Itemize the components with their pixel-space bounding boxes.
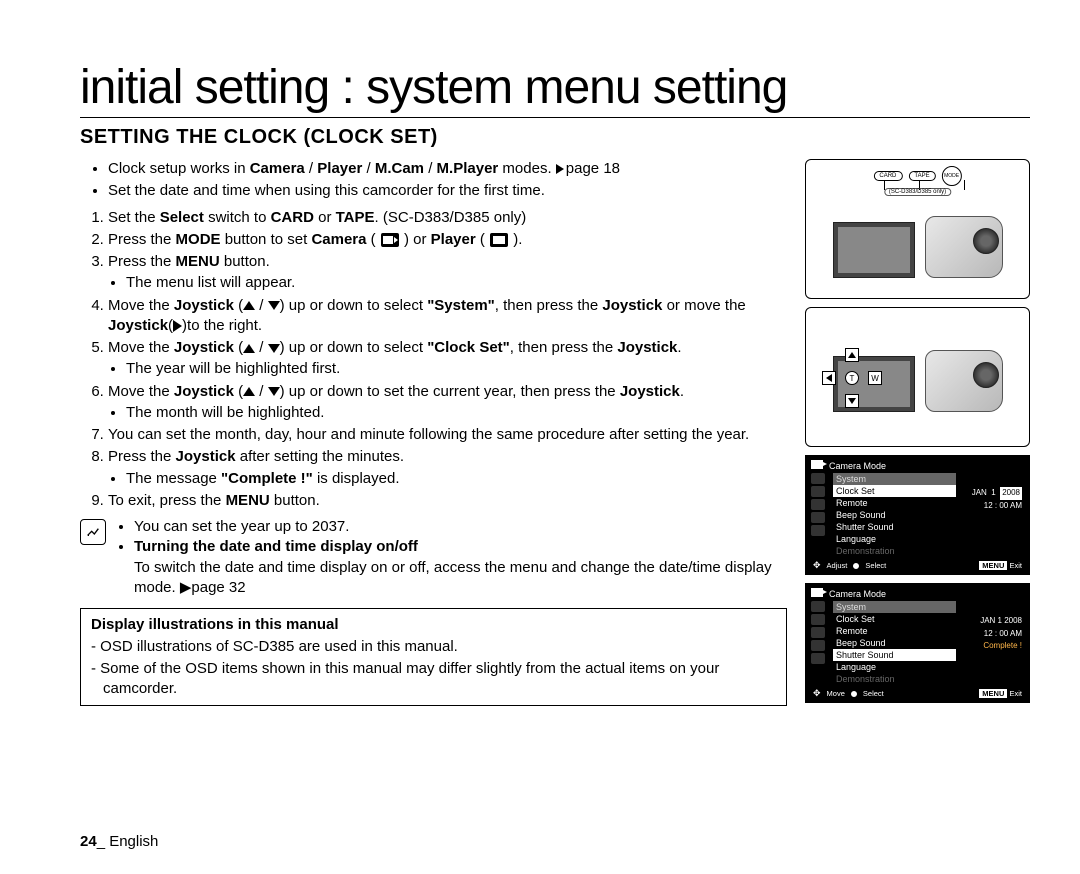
joystick-center-icon: T	[845, 371, 859, 385]
triangle-right-icon	[173, 320, 182, 332]
note-body: You can set the year up to 2037. Turning…	[114, 517, 787, 598]
step-7: You can set the month, day, hour and min…	[108, 425, 787, 445]
page-footer: 24_ English	[80, 833, 158, 850]
triangle-down-icon	[268, 387, 280, 396]
triangle-up-icon	[243, 301, 255, 310]
osd-icon-column	[811, 601, 829, 685]
step-6: Move the Joystick ( / ) up or down to se…	[108, 382, 787, 424]
osd-row-selected: Clock Set	[833, 485, 956, 497]
move-icon: ✥	[813, 560, 821, 571]
note-1: You can set the year up to 2037.	[134, 517, 787, 537]
step-2: Press the MODE button to set Camera ( ) …	[108, 230, 787, 250]
menu-pill: MENU	[979, 561, 1007, 570]
arrow-right-icon	[556, 164, 564, 174]
osd-icon-column	[811, 473, 829, 557]
osd-list: System Clock Set Remote Beep Sound Shutt…	[833, 601, 956, 685]
osd-footer: ✥Move Select MENU Exit	[811, 688, 1024, 699]
osd-row: Language	[833, 533, 956, 545]
osd-row-selected: Shutter Sound	[833, 649, 956, 661]
joystick-right-icon: W	[868, 371, 882, 385]
steps-list: Set the Select switch to CARD or TAPE. (…	[80, 208, 787, 512]
page-title: initial setting : system menu setting	[80, 60, 1030, 118]
tape-label: TAPE	[908, 171, 935, 181]
osd-title: Camera Mode	[829, 461, 1024, 471]
display-box-heading: Display illustrations in this manual	[91, 615, 776, 635]
step-3: Press the MENU button. The menu list wil…	[108, 252, 787, 294]
osd-menu-2: Camera Mode System Clock Set Remote Beep…	[805, 583, 1030, 703]
joystick-overlay: W T	[822, 348, 882, 408]
card-label: CARD	[873, 171, 902, 181]
step-5-sub: The year will be highlighted first.	[126, 359, 787, 379]
display-box-line: - OSD illustrations of SC-D385 are used …	[91, 637, 776, 657]
step-8: Press the Joystick after setting the min…	[108, 447, 787, 489]
step-6-sub: The month will be highlighted.	[126, 403, 787, 423]
top-labels: CARD TAPE MODE	[873, 166, 961, 186]
triangle-down-icon	[268, 301, 280, 310]
step-8-sub: The message "Complete !" is displayed.	[126, 469, 787, 489]
page-lang: English	[109, 833, 158, 850]
osd-right-panel: JAN 1 2008 12 : 00 AM Complete !	[960, 601, 1024, 685]
illustration-top: CARD TAPE MODE (SC-D383/D385 only)	[805, 159, 1030, 299]
move-icon: ✥	[813, 688, 821, 699]
osd-row: Language	[833, 661, 956, 673]
step-5: Move the Joystick ( / ) up or down to se…	[108, 338, 787, 380]
osd-date: JAN 1 2008	[960, 615, 1024, 628]
camcorder-drawing	[833, 198, 1003, 288]
joystick-up-icon	[845, 348, 859, 362]
step-4: Move the Joystick ( / ) up or down to se…	[108, 296, 787, 337]
display-box-line: - Some of the OSD items shown in this ma…	[91, 659, 776, 700]
osd-row: System	[833, 601, 956, 613]
osd-complete: Complete !	[960, 641, 1024, 650]
note-block: You can set the year up to 2037. Turning…	[80, 517, 787, 598]
intro-bullet: Clock setup works in Camera / Player / M…	[108, 159, 787, 179]
menu-pill: MENU	[979, 689, 1007, 698]
step-1: Set the Select switch to CARD or TAPE. (…	[108, 208, 787, 228]
camera-mode-icon	[811, 588, 823, 597]
osd-title: Camera Mode	[829, 589, 1024, 599]
osd-row: Beep Sound	[833, 637, 956, 649]
osd-row: System	[833, 473, 956, 485]
triangle-up-icon	[243, 387, 255, 396]
osd-date: JAN 1 2008	[960, 487, 1024, 500]
mode-label: MODE	[942, 166, 962, 186]
camera-mode-icon	[811, 460, 823, 469]
select-icon	[853, 563, 859, 569]
osd-row: Clock Set	[833, 613, 956, 625]
triangle-up-icon	[243, 344, 255, 353]
osd-row: Beep Sound	[833, 509, 956, 521]
osd-row-dim: Demonstration	[833, 545, 956, 557]
osd-list: System Clock Set Remote Beep Sound Shutt…	[833, 473, 956, 557]
osd-row-dim: Demonstration	[833, 673, 956, 685]
osd-right-panel: JAN 1 2008 12 : 00 AM	[960, 473, 1024, 557]
osd-footer: ✥Adjust Select MENU Exit	[811, 560, 1024, 571]
models-label: (SC-D383/D385 only)	[884, 188, 951, 196]
step-9: To exit, press the MENU button.	[108, 491, 787, 511]
osd-time: 12 : 00 AM	[960, 628, 1024, 641]
osd-time: 12 : 00 AM	[960, 500, 1024, 513]
osd-row: Remote	[833, 497, 956, 509]
content-wrap: Clock setup works in Camera / Player / M…	[80, 159, 1030, 706]
player-icon	[490, 233, 508, 247]
camera-icon	[381, 233, 399, 247]
illustration-joystick: W T	[805, 307, 1030, 447]
joystick-left-icon	[822, 371, 836, 385]
right-column: CARD TAPE MODE (SC-D383/D385 only)	[805, 159, 1030, 706]
page-number: 24	[80, 833, 97, 850]
note-2: Turning the date and time display on/off…	[134, 537, 787, 598]
step-3-sub: The menu list will appear.	[126, 273, 787, 293]
section-heading: SETTING THE CLOCK (CLOCK SET)	[80, 126, 1030, 149]
left-column: Clock setup works in Camera / Player / M…	[80, 159, 787, 706]
osd-row: Remote	[833, 625, 956, 637]
intro-bullet: Set the date and time when using this ca…	[108, 181, 787, 201]
display-illustrations-box: Display illustrations in this manual - O…	[80, 608, 787, 706]
intro-bullets: Clock setup works in Camera / Player / M…	[80, 159, 787, 202]
triangle-down-icon	[268, 344, 280, 353]
osd-row: Shutter Sound	[833, 521, 956, 533]
note-icon	[80, 519, 106, 545]
osd-menu-1: Camera Mode System Clock Set Remote Beep…	[805, 455, 1030, 575]
select-icon	[851, 691, 857, 697]
joystick-down-icon	[845, 394, 859, 408]
manual-page: initial setting : system menu setting SE…	[0, 0, 1080, 874]
